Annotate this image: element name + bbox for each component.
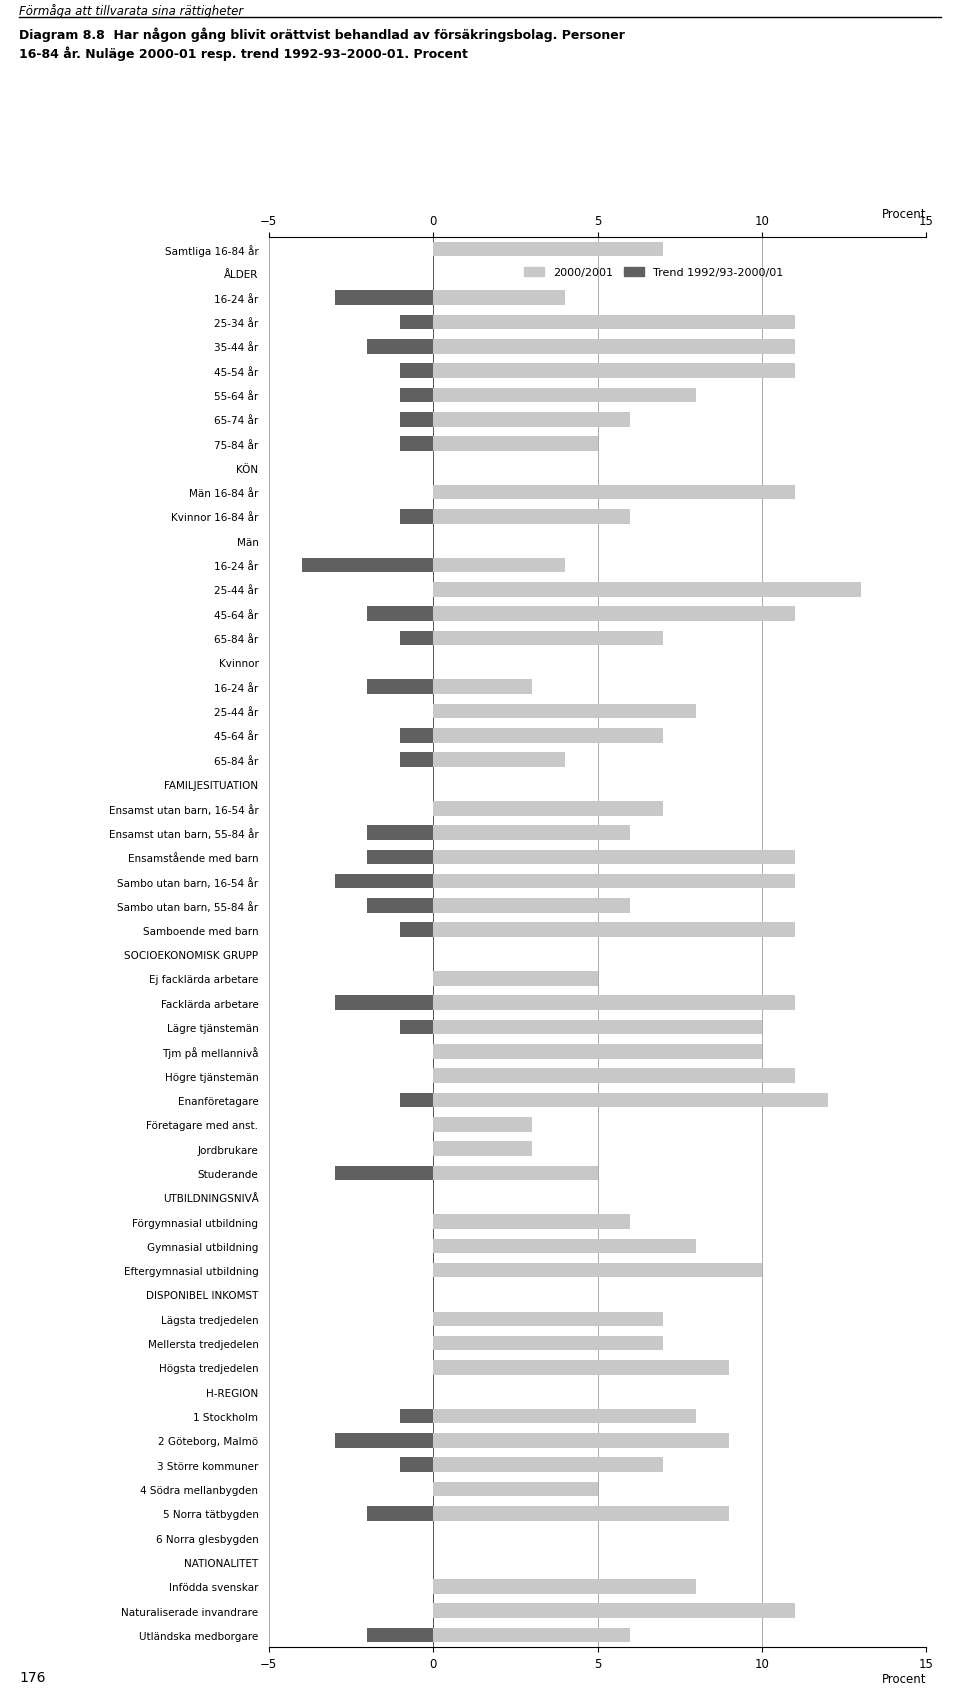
Bar (433, 559, 564, 572)
Legend: 2000/2001, Trend 1992/93-2000/01: 2000/2001, Trend 1992/93-2000/01 (524, 268, 783, 278)
Bar (433, 1433, 730, 1448)
Bar (368, 1506, 433, 1521)
Bar (433, 340, 795, 355)
Text: Procent: Procent (882, 1673, 926, 1686)
Bar (334, 874, 433, 890)
Bar (400, 1457, 433, 1472)
Bar (433, 752, 564, 767)
Bar (368, 340, 433, 355)
Bar (368, 898, 433, 914)
Bar (433, 679, 532, 694)
Bar (400, 752, 433, 767)
Bar (334, 995, 433, 1010)
Bar (368, 851, 433, 864)
Bar (433, 1141, 532, 1156)
Bar (433, 290, 564, 306)
Bar (433, 874, 795, 890)
Bar (433, 436, 598, 452)
Bar (433, 632, 663, 645)
Bar (433, 1068, 795, 1083)
Bar (433, 1482, 598, 1496)
Bar (400, 728, 433, 744)
Bar (433, 801, 663, 817)
Bar (400, 436, 433, 452)
Bar (433, 1117, 532, 1133)
Bar (433, 363, 795, 379)
Bar (433, 705, 696, 718)
Bar (433, 1360, 730, 1375)
Bar (433, 316, 795, 329)
Bar (400, 1020, 433, 1034)
Bar (433, 1044, 762, 1060)
Bar (433, 1214, 631, 1229)
Text: Diagram 8.8  Har någon gång blivit orättvist behandlad av försäkringsbolag. Pers: Diagram 8.8 Har någon gång blivit orättv… (19, 27, 625, 61)
Bar (433, 608, 795, 621)
Bar (433, 509, 631, 525)
Bar (368, 825, 433, 841)
Bar (433, 825, 631, 841)
Bar (433, 971, 598, 987)
Bar (433, 898, 631, 914)
Bar (301, 559, 433, 572)
Bar (400, 509, 433, 525)
Bar (368, 608, 433, 621)
Bar (433, 486, 795, 501)
Bar (433, 582, 861, 598)
Bar (368, 679, 433, 694)
Bar (433, 1020, 762, 1034)
Bar (433, 1313, 663, 1326)
Bar (433, 1240, 696, 1253)
Bar (433, 1457, 663, 1472)
Text: Förmåga att tillvarata sina rättigheter: Förmåga att tillvarata sina rättigheter (19, 3, 244, 19)
Bar (433, 1336, 663, 1350)
Bar (433, 1263, 762, 1277)
Bar (433, 1094, 828, 1107)
Bar (368, 1628, 433, 1642)
Bar (433, 924, 795, 937)
Bar (334, 1167, 433, 1180)
Bar (400, 924, 433, 937)
Bar (433, 728, 663, 744)
Bar (433, 389, 696, 402)
Bar (400, 1409, 433, 1423)
Bar (400, 363, 433, 379)
Bar (433, 1167, 598, 1180)
Bar (400, 389, 433, 402)
Text: 176: 176 (19, 1671, 46, 1684)
Bar (433, 995, 795, 1010)
Bar (334, 1433, 433, 1448)
Bar (400, 632, 433, 645)
Bar (433, 1506, 730, 1521)
Bar (433, 413, 631, 428)
Bar (400, 316, 433, 329)
Bar (433, 243, 663, 256)
Bar (334, 290, 433, 306)
Bar (400, 413, 433, 428)
Bar (433, 1628, 631, 1642)
Bar (433, 851, 795, 864)
Text: Procent: Procent (882, 207, 926, 221)
Bar (433, 1409, 696, 1423)
Bar (433, 1603, 795, 1618)
Bar (433, 1579, 696, 1594)
Bar (400, 1094, 433, 1107)
